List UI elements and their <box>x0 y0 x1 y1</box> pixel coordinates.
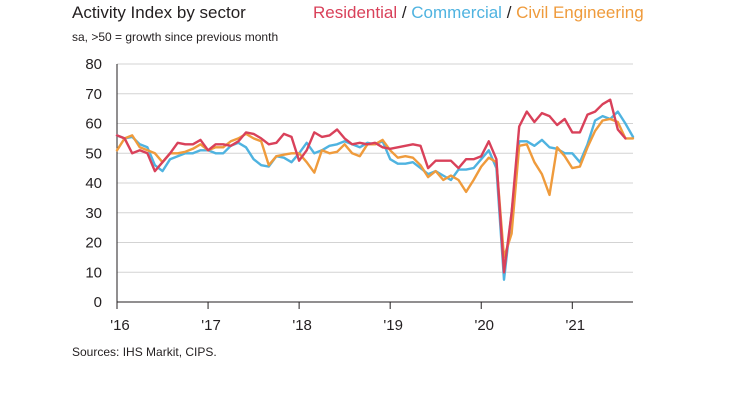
series-line-civil-engineering <box>115 117 635 259</box>
legend-item-civil-engineering: Civil Engineering <box>516 3 644 22</box>
y-tick-label: 60 <box>85 116 102 133</box>
chart-title: Activity Index by sector <box>72 3 246 22</box>
x-tick-label: '21 <box>566 317 586 334</box>
x-tick-label: '18 <box>292 317 312 334</box>
y-axis: 0 10 20 30 40 50 60 70 80 <box>85 56 118 311</box>
legend-item-commercial: Commercial <box>411 3 502 22</box>
x-tick-label: '19 <box>383 317 403 334</box>
legend-separator: / <box>397 3 412 22</box>
series-line-residential <box>115 98 627 274</box>
y-tick-label: 70 <box>85 86 102 103</box>
legend: Residential / Commercial / Civil Enginee… <box>313 3 644 23</box>
y-tick-label: 30 <box>85 205 102 222</box>
series-lines <box>115 98 635 281</box>
source-note: Sources: IHS Markit, CIPS. <box>72 345 217 359</box>
legend-separator: / <box>501 3 517 22</box>
chart-subtitle: sa, >50 = growth since previous month <box>72 30 279 44</box>
x-axis: '16 '17 '18 '19 '20 '21 <box>110 301 633 334</box>
y-tick-label: 0 <box>94 294 102 311</box>
x-tick-label: '20 <box>474 317 494 334</box>
y-tick-label: 20 <box>85 235 102 252</box>
x-tick-label: '16 <box>110 317 130 334</box>
series-line-commercial <box>115 110 635 281</box>
x-tick-label: '17 <box>201 317 221 334</box>
gridlines <box>117 63 633 273</box>
y-tick-label: 40 <box>85 175 102 192</box>
y-tick-label: 10 <box>85 264 102 281</box>
legend-item-residential: Residential <box>313 3 398 22</box>
y-tick-label: 80 <box>85 56 102 73</box>
y-tick-label: 50 <box>85 145 102 162</box>
